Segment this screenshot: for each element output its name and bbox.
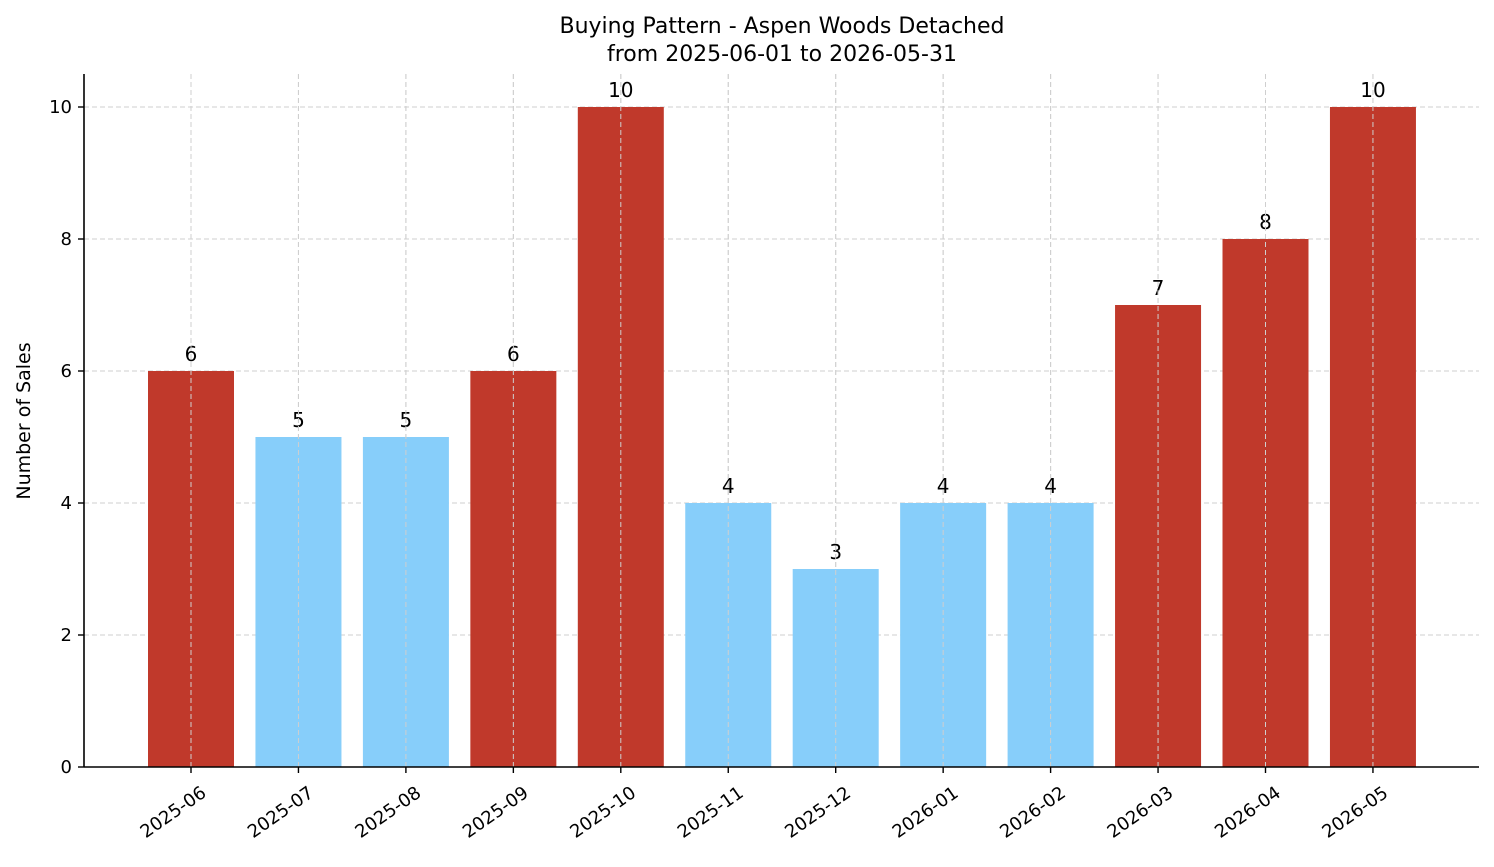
x-tick-label: 2025-06 bbox=[137, 782, 211, 842]
y-tick-label: 2 bbox=[61, 625, 72, 646]
data-label-2025-12: 3 bbox=[829, 540, 842, 564]
chart-title: Buying Pattern - Aspen Woods Detached bbox=[559, 14, 1004, 39]
x-tick-label: 2026-04 bbox=[1211, 782, 1285, 842]
bars bbox=[148, 107, 1416, 767]
x-tick-label: 2026-01 bbox=[889, 782, 963, 842]
y-tick-label: 6 bbox=[61, 361, 72, 382]
y-tick-label: 4 bbox=[61, 493, 72, 514]
y-tick-label: 8 bbox=[61, 229, 72, 250]
x-tick-label: 2025-11 bbox=[674, 782, 748, 842]
x-tick-label: 2025-08 bbox=[351, 782, 425, 842]
x-tick-label: 2025-07 bbox=[244, 782, 318, 842]
x-tick-label: 2026-05 bbox=[1318, 782, 1392, 842]
y-tick-label: 0 bbox=[61, 757, 72, 778]
data-label-2026-03: 7 bbox=[1152, 276, 1165, 300]
chart-subtitle: from 2025-06-01 to 2026-05-31 bbox=[607, 42, 957, 67]
x-tick-label: 2025-10 bbox=[566, 782, 640, 842]
y-tick-label: 10 bbox=[49, 97, 72, 118]
x-tick-label: 2025-12 bbox=[781, 782, 855, 842]
x-tick-label: 2026-02 bbox=[996, 782, 1070, 842]
x-tick-label: 2026-03 bbox=[1104, 782, 1178, 842]
y-axis-label: Number of Sales bbox=[13, 342, 35, 499]
axes bbox=[83, 74, 1479, 768]
x-tick-label: 2025-09 bbox=[459, 782, 533, 842]
